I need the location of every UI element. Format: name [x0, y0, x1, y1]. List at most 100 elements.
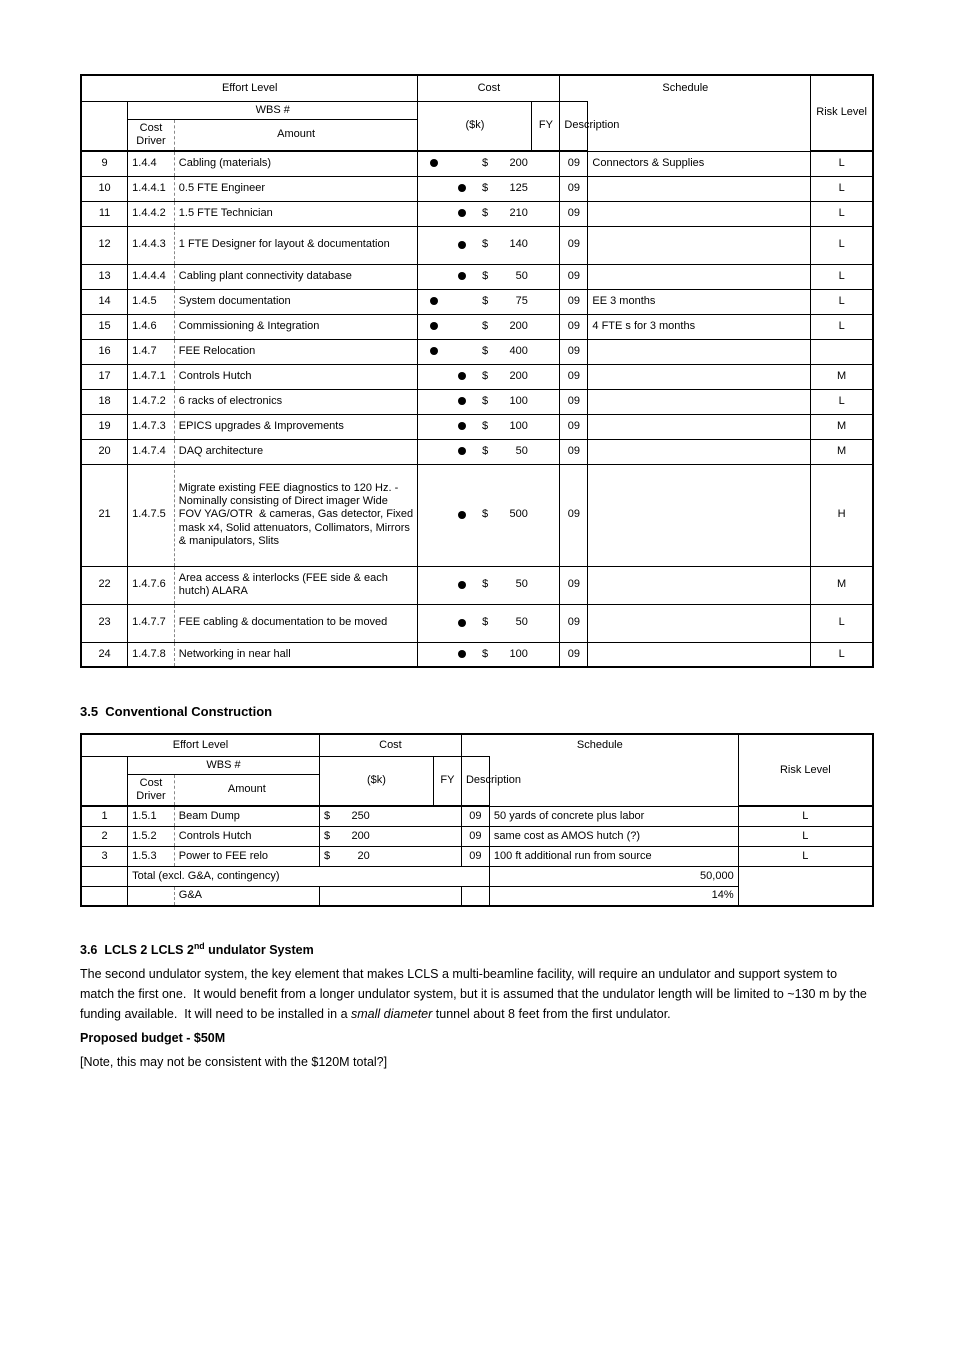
t2-row-sched: same cost as AMOS hutch (?): [489, 826, 738, 846]
t1-row-desc: Commissioning & Integration: [174, 314, 418, 339]
t1-row-fy: 09: [560, 364, 588, 389]
t1-row-fy: 09: [560, 151, 588, 176]
t1-row-desc: Cabling plant connectivity database: [174, 264, 418, 289]
t2-row-wbs: 1.5.2: [128, 826, 175, 846]
t1-row-num: 18: [81, 389, 128, 414]
section-3-6-label: 3.6 LCLS 2: [80, 943, 147, 957]
t1-row-amount: $ 50: [418, 566, 532, 604]
t1-row-pct: [532, 201, 560, 226]
t1-row-desc: System documentation: [174, 289, 418, 314]
t1-row-risk: L: [811, 314, 873, 339]
t1-row-risk: M: [811, 439, 873, 464]
t2-ga-pct: [433, 886, 461, 906]
t1-row-pct: [532, 604, 560, 642]
t1-row-desc: Controls Hutch: [174, 364, 418, 389]
t1-row-sched: [588, 226, 811, 264]
t1-row-num: 20: [81, 439, 128, 464]
t1-row-risk: L: [811, 201, 873, 226]
t2-ga-val: 14%: [489, 886, 738, 906]
t2-h-risk: Risk Level: [738, 734, 873, 806]
t2-row-pct: [433, 806, 461, 826]
t2-row-fy: 09: [461, 806, 489, 826]
t1-row-num: 14: [81, 289, 128, 314]
t1-row-risk: L: [811, 176, 873, 201]
t1-row-num: 11: [81, 201, 128, 226]
t1-row-pct: [532, 414, 560, 439]
t1-row-num: 24: [81, 642, 128, 667]
t1-row-risk: L: [811, 604, 873, 642]
t1-row-wbs: 1.4.7.7: [128, 604, 175, 642]
t1-row-amount: $ 100: [418, 642, 532, 667]
t2-row-fy: 09: [461, 826, 489, 846]
section-3-6-note: [Note, this may not be consistent with t…: [80, 1052, 874, 1072]
t1-row-fy: 09: [560, 414, 588, 439]
t1-row-sched: EE 3 months: [588, 289, 811, 314]
t1-row-pct: [532, 389, 560, 414]
t1-row-pct: [532, 339, 560, 364]
t1-row-amount: $ 100: [418, 414, 532, 439]
t2-row-amount: $ 250: [319, 806, 433, 826]
section-3-6-title-b: undulator System: [205, 943, 314, 957]
section-3-6-title-a: LCLS 2: [151, 943, 194, 957]
t2-h-costdriver: Cost Driver: [128, 774, 175, 806]
t1-row-sched: [588, 464, 811, 566]
t2-row-pct: [433, 826, 461, 846]
t1-row-sched: [588, 339, 811, 364]
t1-row-desc: 1 FTE Designer for layout & documentatio…: [174, 226, 418, 264]
t2-row-wbs: 1.5.1: [128, 806, 175, 826]
t2-h-effort: Effort Level: [81, 734, 319, 756]
t1-row-sched: [588, 176, 811, 201]
t1-row-risk: L: [811, 151, 873, 176]
t1-row-desc: DAQ architecture: [174, 439, 418, 464]
t2-row-desc: Power to FEE relo: [174, 846, 319, 866]
t1-row-wbs: 1.4.7.5: [128, 464, 175, 566]
t1-row-fy: 09: [560, 604, 588, 642]
t1-row-sched: [588, 642, 811, 667]
t1-row-wbs: 1.4.7.6: [128, 566, 175, 604]
t1-row-risk: [811, 339, 873, 364]
t1-row-pct: [532, 151, 560, 176]
t1-h-desc: Description: [560, 101, 588, 151]
t1-h-effort: Effort Level: [81, 75, 418, 101]
t1-row-amount: $ 125: [418, 176, 532, 201]
t1-row-num: 15: [81, 314, 128, 339]
t2-h-dollark: ($k): [319, 756, 433, 806]
t1-row-pct: [532, 642, 560, 667]
t1-row-amount: $ 200: [418, 364, 532, 389]
t1-h-amount: Amount: [174, 119, 418, 151]
t2-row-num: 2: [81, 826, 128, 846]
t1-row-amount: $ 200: [418, 151, 532, 176]
t2-total-val: 50,000: [489, 866, 738, 886]
t1-row-pct: [532, 264, 560, 289]
t2-h-fy: FY: [433, 756, 461, 806]
t1-row-fy: 09: [560, 339, 588, 364]
t1-row-amount: $ 50: [418, 264, 532, 289]
t2-total-risk: [738, 866, 873, 906]
t2-h-cost: Cost: [319, 734, 461, 756]
t1-h-fy: FY: [532, 101, 560, 151]
t2-total-label: Total (excl. G&A, contingency): [128, 866, 490, 886]
t2-row-sched: 50 yards of concrete plus labor: [489, 806, 738, 826]
t1-row-wbs: 1.4.7.8: [128, 642, 175, 667]
section-3-6-sup: nd: [194, 941, 205, 951]
t1-row-wbs: 1.4.4.3: [128, 226, 175, 264]
t1-row-wbs: 1.4.7.4: [128, 439, 175, 464]
t1-row-wbs: 1.4.4: [128, 151, 175, 176]
t1-row-sched: Connectors & Supplies: [588, 151, 811, 176]
section-3-6-para: The second undulator system, the key ele…: [80, 964, 874, 1024]
t1-row-num: 9: [81, 151, 128, 176]
t1-row-fy: 09: [560, 389, 588, 414]
t2-row-risk: L: [738, 806, 873, 826]
t1-row-pct: [532, 314, 560, 339]
t1-row-amount: $ 140: [418, 226, 532, 264]
t2-h-schedule: Schedule: [461, 734, 738, 756]
t1-row-sched: [588, 264, 811, 289]
t1-row-desc: Area access & interlocks (FEE side & eac…: [174, 566, 418, 604]
t1-row-sched: [588, 201, 811, 226]
t1-row-wbs: 1.4.5: [128, 289, 175, 314]
t1-row-sched: [588, 439, 811, 464]
t1-row-wbs: 1.4.6: [128, 314, 175, 339]
t2-row-risk: L: [738, 846, 873, 866]
t1-row-risk: L: [811, 642, 873, 667]
t1-row-amount: $ 400: [418, 339, 532, 364]
